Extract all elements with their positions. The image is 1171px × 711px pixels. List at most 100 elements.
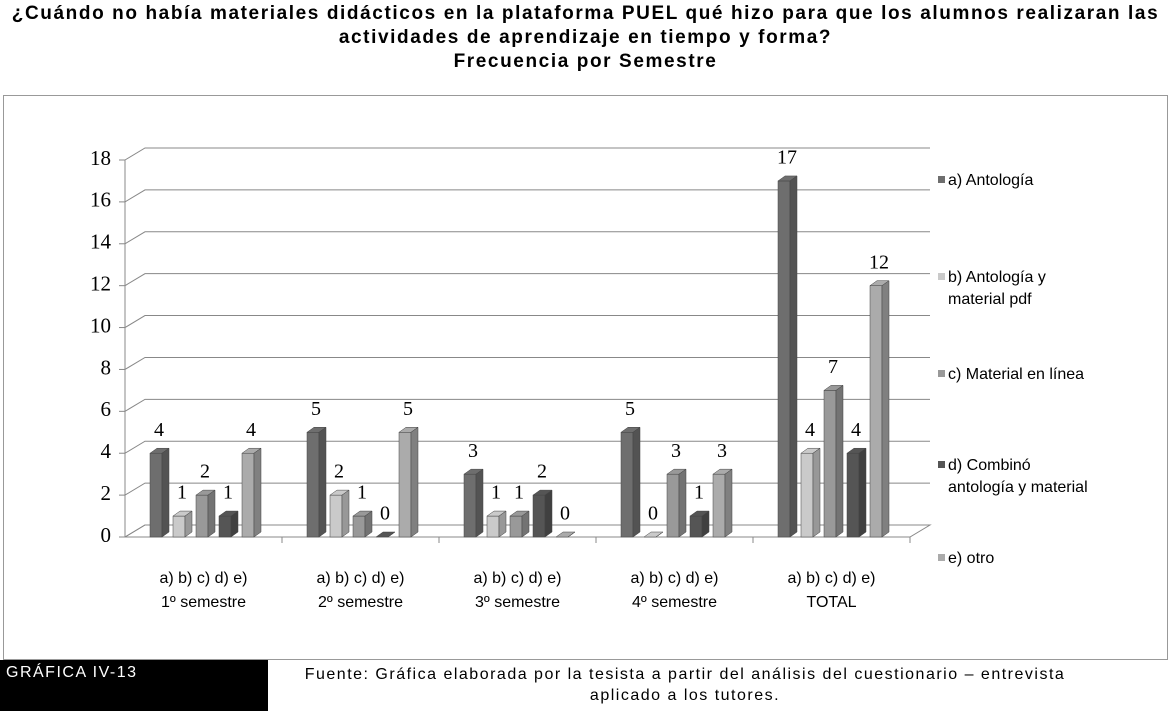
legend-item: e) otro (938, 548, 1148, 570)
bar (846, 447, 867, 538)
bar-side (544, 489, 553, 538)
bar-side (253, 447, 262, 538)
bar-front (666, 473, 680, 538)
bar (620, 426, 641, 538)
bar-front (823, 390, 837, 538)
y-tick-label: 10 (90, 313, 111, 337)
x-tick-label: 4º semestre (632, 594, 717, 611)
value-label: 2 (200, 461, 210, 483)
bar (218, 510, 239, 538)
legend-swatch (938, 554, 945, 561)
grid-line (124, 273, 930, 287)
value-label: 5 (403, 398, 413, 420)
y-tick-label: 6 (101, 397, 112, 421)
bar-side (655, 531, 664, 538)
x-sublabel: a) b) c) d) e) (316, 570, 404, 587)
legend-swatch (938, 461, 945, 468)
bar-side (410, 426, 419, 538)
y-tick-label: 2 (101, 481, 112, 505)
bar-front (486, 515, 500, 538)
bar-front (218, 515, 232, 538)
bar-front (352, 515, 366, 538)
legend-swatch (938, 176, 945, 183)
bar-side (207, 489, 216, 538)
bar (869, 280, 890, 538)
legend-swatch (938, 370, 945, 377)
bar-side (724, 468, 733, 538)
value-label: 4 (805, 419, 815, 441)
legend-item: c) Material en línea (938, 364, 1148, 386)
bar-front (532, 494, 546, 538)
bar (398, 426, 419, 538)
bar-side (387, 531, 396, 538)
value-label: 0 (560, 503, 570, 525)
bar-front (800, 452, 814, 538)
x-sublabel: a) b) c) d) e) (630, 570, 718, 587)
bar (306, 426, 327, 538)
value-label: 2 (334, 461, 344, 483)
x-tick-label: 3º semestre (475, 594, 560, 611)
legend-swatch (938, 273, 945, 280)
bar-front (463, 473, 477, 538)
bar-front (149, 452, 163, 538)
value-label: 4 (154, 419, 164, 441)
x-tick-label: 2º semestre (318, 594, 403, 611)
value-label: 7 (828, 356, 838, 378)
legend-label: e) otro (948, 550, 995, 567)
bar-front (306, 432, 320, 538)
x-tick-label: TOTAL (806, 594, 856, 611)
bar (509, 510, 530, 538)
bar-side (835, 384, 844, 538)
x-sublabel: a) b) c) d) e) (159, 570, 247, 587)
value-label: 1 (223, 482, 233, 504)
bar-side (812, 447, 821, 538)
value-label: 4 (246, 419, 256, 441)
value-label: 1 (514, 482, 524, 504)
y-tick-label: 16 (90, 188, 111, 212)
value-label: 12 (869, 251, 889, 273)
title-block: ¿Cuándo no había materiales didácticos e… (0, 2, 1171, 74)
value-label: 1 (177, 482, 187, 504)
chart-frame (3, 95, 1168, 660)
grid-line (124, 356, 930, 370)
y-tick-label: 12 (90, 271, 111, 295)
bar-front (777, 180, 791, 538)
bar-side (632, 426, 641, 538)
bar-side (364, 510, 373, 538)
bar-front (329, 494, 343, 538)
y-tick-label: 4 (101, 439, 112, 463)
bar (172, 510, 193, 538)
grid-line (124, 398, 930, 412)
bar-side (341, 489, 350, 538)
figure-label: GRÁFICA IV-13 (0, 660, 268, 711)
figure-source: Fuente: Gráfica elaborada por la tesista… (304, 666, 1066, 704)
value-label: 0 (380, 503, 390, 525)
bar (555, 531, 576, 538)
value-label: 17 (777, 147, 797, 169)
bar-side (678, 468, 687, 538)
bar (241, 447, 262, 538)
value-label: 1 (694, 482, 704, 504)
bar-top (375, 531, 396, 538)
bar (666, 468, 687, 538)
bar (689, 510, 710, 538)
chart-title: ¿Cuándo no había materiales didácticos e… (11, 3, 1160, 48)
bar-side (230, 510, 239, 538)
value-label: 2 (537, 461, 547, 483)
y-tick-label: 8 (101, 355, 112, 379)
bar (352, 510, 373, 538)
bar-side (161, 447, 170, 538)
bar (823, 384, 844, 538)
value-label: 5 (625, 398, 635, 420)
y-tick-label: 18 (90, 146, 111, 170)
bar (643, 531, 664, 538)
bar-front (846, 452, 860, 538)
bar-side (498, 510, 507, 538)
bar-side (789, 175, 798, 538)
bar-front (172, 515, 186, 538)
bar-side (475, 468, 484, 538)
grid-line (124, 231, 930, 245)
bar (375, 531, 396, 538)
bar (486, 510, 507, 538)
value-label: 3 (671, 440, 681, 462)
